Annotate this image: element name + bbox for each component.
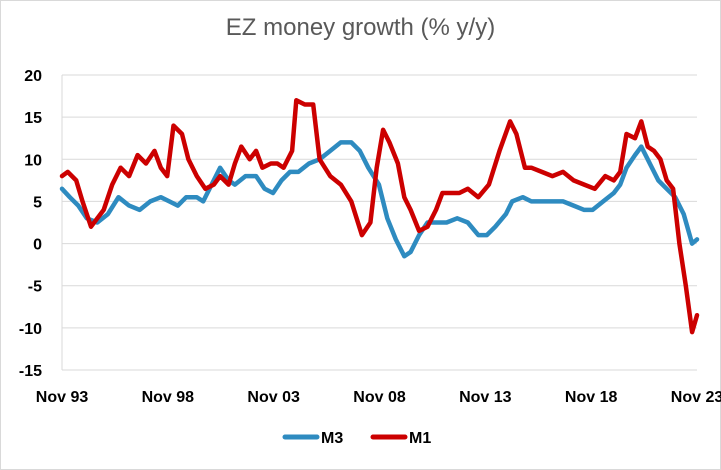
x-axis-ticks: Nov 93 Nov 98 Nov 03 Nov 08 Nov 13 Nov 18 Nov … [36, 389, 721, 406]
series-line-m3 [59, 140, 700, 259]
y-tick-label: 10 [24, 152, 42, 169]
x-tick-label: Nov 93 [36, 389, 89, 406]
x-tick-label: Nov 18 [565, 389, 618, 406]
y-tick-label: 15 [24, 110, 42, 127]
x-tick-label: Nov 03 [247, 389, 300, 406]
y-tick-label: -10 [19, 321, 42, 338]
series-line-m1 [59, 98, 700, 335]
y-tick-label: 5 [33, 194, 42, 211]
legend: M3 M1 [282, 430, 431, 447]
x-tick-label: Nov 23 [671, 389, 721, 406]
chart-title: EZ money growth (% y/y) [225, 14, 496, 41]
y-tick-label: 0 [33, 237, 42, 254]
y-axis-ticks: 20 15 10 5 0 -5 -10 -15 [19, 68, 42, 380]
x-tick-label: Nov 08 [353, 389, 406, 406]
y-tick-label: 20 [24, 68, 42, 85]
y-tick-label: -15 [19, 363, 42, 380]
legend-label-m1: M1 [409, 430, 431, 447]
y-tick-label: -5 [28, 279, 42, 296]
x-tick-label: Nov 13 [459, 389, 512, 406]
legend-label-m3: M3 [321, 430, 343, 447]
series-layer [59, 98, 700, 335]
gridlines [61, 74, 697, 371]
x-tick-label: Nov 98 [142, 389, 195, 406]
